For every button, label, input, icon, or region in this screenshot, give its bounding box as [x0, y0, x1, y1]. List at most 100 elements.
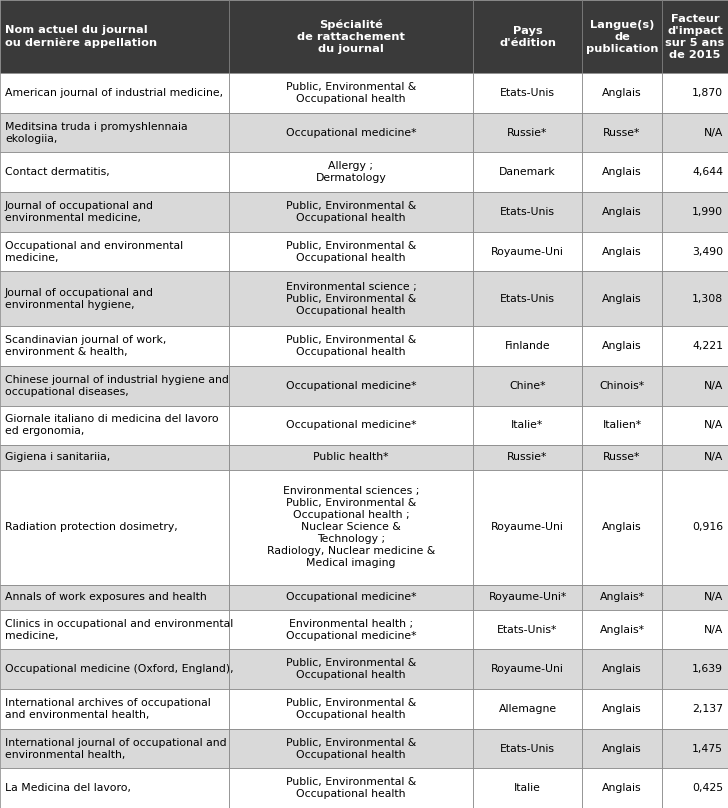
- Bar: [0, 689, 229, 729]
- Bar: [229, 469, 473, 585]
- Text: Clinics in occupational and environmental
medicine,: Clinics in occupational and environmenta…: [5, 619, 233, 641]
- Bar: [0, 0, 229, 73]
- Bar: [582, 768, 662, 808]
- Bar: [473, 232, 582, 271]
- Bar: [582, 650, 662, 689]
- Bar: [0, 729, 229, 768]
- Bar: [229, 366, 473, 406]
- Bar: [0, 271, 229, 326]
- Bar: [0, 232, 229, 271]
- Text: Etats-Unis: Etats-Unis: [500, 207, 555, 217]
- Text: Anglais: Anglais: [602, 743, 642, 754]
- Text: Allergy ;
Dermatology: Allergy ; Dermatology: [316, 162, 387, 183]
- Bar: [0, 585, 229, 610]
- Bar: [662, 271, 728, 326]
- Bar: [582, 445, 662, 469]
- Text: Public, Environmental &
Occupational health: Public, Environmental & Occupational hea…: [286, 241, 416, 263]
- Text: Anglais: Anglais: [602, 88, 642, 98]
- Text: Environmental health ;
Occupational medicine*: Environmental health ; Occupational medi…: [286, 619, 416, 641]
- Text: Public, Environmental &
Occupational health: Public, Environmental & Occupational hea…: [286, 335, 416, 357]
- Bar: [0, 113, 229, 153]
- Text: Italien*: Italien*: [603, 420, 641, 431]
- Bar: [582, 366, 662, 406]
- Bar: [0, 768, 229, 808]
- Text: Etats-Unis: Etats-Unis: [500, 294, 555, 304]
- Bar: [473, 326, 582, 366]
- Bar: [473, 445, 582, 469]
- Bar: [662, 650, 728, 689]
- Bar: [473, 469, 582, 585]
- Text: Allemagne: Allemagne: [499, 704, 557, 713]
- Text: Environmental sciences ;
Public, Environmental &
Occupational health ;
Nuclear S: Environmental sciences ; Public, Environ…: [267, 486, 435, 569]
- Text: Annals of work exposures and health: Annals of work exposures and health: [5, 592, 207, 603]
- Text: Occupational medicine*: Occupational medicine*: [286, 420, 416, 431]
- Bar: [0, 406, 229, 445]
- Bar: [0, 650, 229, 689]
- Text: 4,644: 4,644: [692, 167, 723, 177]
- Bar: [473, 0, 582, 73]
- Bar: [473, 113, 582, 153]
- Text: Anglais: Anglais: [602, 246, 642, 257]
- Bar: [582, 585, 662, 610]
- Text: Facteur
d'impact
sur 5 ans
de 2015: Facteur d'impact sur 5 ans de 2015: [665, 14, 724, 60]
- Bar: [0, 610, 229, 650]
- Text: Anglais: Anglais: [602, 341, 642, 351]
- Bar: [662, 585, 728, 610]
- Text: 0,425: 0,425: [692, 783, 723, 793]
- Text: Anglais: Anglais: [602, 664, 642, 674]
- Bar: [582, 406, 662, 445]
- Bar: [662, 729, 728, 768]
- Text: Anglais: Anglais: [602, 523, 642, 532]
- Text: Pays
d'édition: Pays d'édition: [499, 26, 556, 48]
- Text: Meditsina truda i promyshlennaia
ekologiia,: Meditsina truda i promyshlennaia ekologi…: [5, 121, 188, 144]
- Bar: [229, 768, 473, 808]
- Bar: [229, 113, 473, 153]
- Bar: [662, 232, 728, 271]
- Bar: [662, 113, 728, 153]
- Bar: [0, 366, 229, 406]
- Text: Royaume-Uni: Royaume-Uni: [491, 246, 564, 257]
- Bar: [473, 153, 582, 192]
- Bar: [662, 326, 728, 366]
- Bar: [473, 610, 582, 650]
- Text: Etats-Unis: Etats-Unis: [500, 743, 555, 754]
- Bar: [582, 192, 662, 232]
- Text: Anglais: Anglais: [602, 207, 642, 217]
- Text: American journal of industrial medicine,: American journal of industrial medicine,: [5, 88, 223, 98]
- Bar: [473, 366, 582, 406]
- Bar: [229, 729, 473, 768]
- Bar: [662, 153, 728, 192]
- Bar: [582, 326, 662, 366]
- Text: N/A: N/A: [704, 452, 723, 462]
- Text: N/A: N/A: [704, 128, 723, 137]
- Text: Danemark: Danemark: [499, 167, 556, 177]
- Text: Nom actuel du journal
ou dernière appellation: Nom actuel du journal ou dernière appell…: [5, 25, 157, 48]
- Text: Etats-Unis*: Etats-Unis*: [497, 625, 558, 634]
- Text: Royaume-Uni: Royaume-Uni: [491, 664, 564, 674]
- Text: Occupational medicine*: Occupational medicine*: [286, 592, 416, 603]
- Text: Anglais: Anglais: [602, 167, 642, 177]
- Bar: [473, 192, 582, 232]
- Bar: [582, 689, 662, 729]
- Bar: [582, 271, 662, 326]
- Bar: [229, 232, 473, 271]
- Bar: [473, 406, 582, 445]
- Text: Langue(s)
de
publication: Langue(s) de publication: [586, 19, 658, 53]
- Text: 4,221: 4,221: [692, 341, 723, 351]
- Bar: [582, 73, 662, 113]
- Bar: [229, 326, 473, 366]
- Text: Public, Environmental &
Occupational health: Public, Environmental & Occupational hea…: [286, 698, 416, 720]
- Text: Occupational medicine*: Occupational medicine*: [286, 128, 416, 137]
- Bar: [0, 326, 229, 366]
- Text: Finlande: Finlande: [505, 341, 550, 351]
- Text: Radiation protection dosimetry,: Radiation protection dosimetry,: [5, 523, 178, 532]
- Text: N/A: N/A: [704, 592, 723, 603]
- Text: Occupational and environmental
medicine,: Occupational and environmental medicine,: [5, 241, 183, 263]
- Bar: [662, 445, 728, 469]
- Text: 1,870: 1,870: [692, 88, 723, 98]
- Text: La Medicina del lavoro,: La Medicina del lavoro,: [5, 783, 131, 793]
- Bar: [473, 650, 582, 689]
- Bar: [0, 469, 229, 585]
- Text: Journal of occupational and
environmental medicine,: Journal of occupational and environmenta…: [5, 201, 154, 223]
- Text: Chinese journal of industrial hygiene and
occupational diseases,: Chinese journal of industrial hygiene an…: [5, 375, 229, 397]
